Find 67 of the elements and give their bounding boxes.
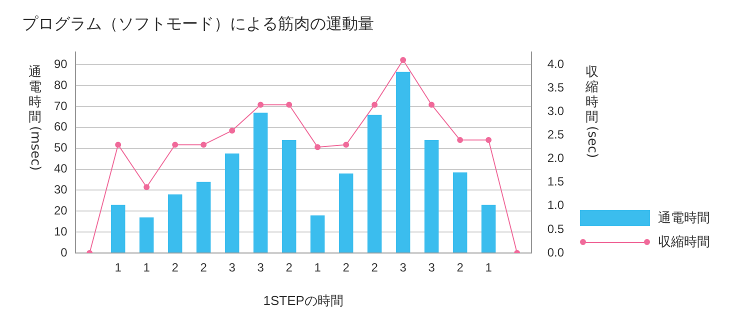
y2-tick-label: 3.0 — [547, 104, 564, 118]
bar — [367, 114, 382, 252]
bar — [424, 140, 439, 252]
bar — [139, 217, 154, 252]
y2-axis-title: 収縮時間(sec) — [584, 64, 600, 158]
bar — [481, 204, 496, 252]
x-tick-label: 2 — [371, 260, 378, 275]
point — [428, 102, 435, 108]
point — [400, 57, 406, 64]
point — [343, 142, 350, 148]
point — [286, 102, 292, 108]
x-tick-label: 2 — [456, 260, 464, 275]
bar — [253, 112, 268, 252]
bar — [282, 140, 296, 252]
x-tick-label: 2 — [342, 260, 350, 275]
y-tick-label: 0 — [60, 245, 68, 260]
bar — [338, 173, 354, 252]
y2-tick-label: 1.0 — [547, 198, 564, 212]
x-tick-label: 3 — [257, 260, 264, 275]
point — [372, 102, 378, 108]
y-tick-label: 40 — [54, 162, 68, 176]
x-tick-label: 1 — [485, 260, 492, 275]
x-tick-label: 1 — [143, 260, 150, 275]
x-tick-label: 1 — [314, 260, 322, 275]
y2-tick-label: 2.0 — [547, 151, 564, 166]
y2-tick-label: 2.5 — [547, 128, 564, 142]
point — [200, 142, 207, 148]
y-tick-label: 30 — [54, 182, 68, 196]
point — [172, 142, 178, 148]
bar — [196, 182, 211, 252]
point — [258, 102, 264, 108]
point — [229, 128, 236, 134]
y2-tick-label: 1.5 — [547, 174, 564, 189]
y-tick-label: 20 — [54, 203, 68, 218]
y-axis-title: 通電時間(msec) — [28, 64, 43, 171]
x-tick-label: 1 — [114, 260, 122, 275]
bar — [110, 204, 126, 252]
x-tick-label: 2 — [286, 260, 293, 275]
y2-tick-label: 0.5 — [547, 222, 564, 236]
x-tick-label: 3 — [228, 260, 236, 275]
point — [457, 137, 464, 144]
y-tick-label: 50 — [54, 140, 68, 155]
bar — [168, 194, 182, 252]
point — [486, 137, 492, 144]
point — [144, 184, 150, 190]
bar — [310, 215, 325, 252]
chart-title: プログラム（ソフトモード）による筋肉の運動量 — [22, 14, 374, 35]
y-tick-label: 60 — [54, 120, 68, 134]
legend-label: 収縮時間 — [658, 234, 710, 251]
bar — [224, 154, 240, 252]
bar — [452, 172, 468, 252]
point — [314, 144, 321, 150]
x-tick-label: 3 — [400, 260, 407, 275]
x-tick-label: 3 — [428, 260, 436, 275]
x-tick-label: 2 — [200, 260, 208, 275]
y2-tick-label: 3.5 — [547, 80, 564, 95]
x-tick-label: 2 — [172, 260, 179, 275]
y2-tick-label: 0.0 — [547, 245, 564, 260]
y2-tick-label: 4.0 — [547, 57, 564, 72]
text: 通電時間 — [658, 210, 710, 227]
y-tick-label: 80 — [54, 78, 68, 92]
y-tick-label: 90 — [54, 56, 68, 71]
y-tick-label: 10 — [54, 224, 68, 238]
point — [115, 142, 122, 148]
x-axis-title: 1STEPの時間 — [263, 292, 344, 308]
y-tick-label: 70 — [54, 98, 68, 113]
bar — [396, 72, 410, 252]
